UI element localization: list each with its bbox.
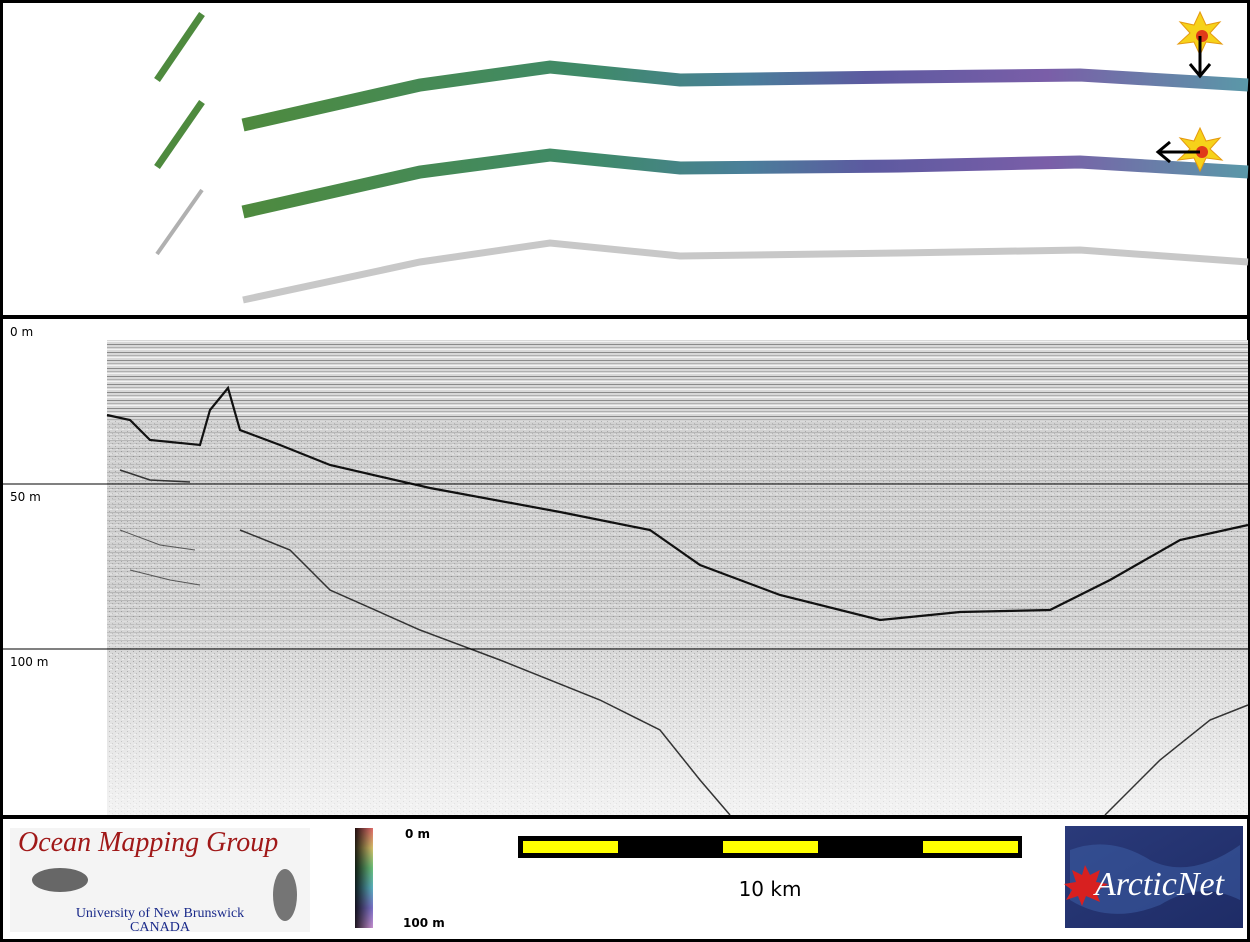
swath-map	[154, 10, 1249, 304]
swath	[241, 60, 1249, 132]
scale-bar-segment	[923, 841, 1018, 853]
colorbar-label: 0 m	[405, 827, 430, 841]
marker	[1155, 126, 1224, 173]
swath	[154, 12, 205, 82]
scale-bar-segment	[523, 841, 618, 853]
water-column	[107, 340, 1248, 420]
colorbar-shade	[355, 828, 373, 928]
logo-country: CANADA	[130, 920, 191, 935]
sub-bottom-reflector	[119, 469, 1249, 816]
sub-bottom-reflector	[119, 529, 201, 586]
scale-bar: 10 km	[518, 836, 1022, 901]
divider	[0, 315, 1250, 319]
divider	[0, 815, 1250, 819]
scale-bar-segment	[723, 841, 818, 853]
logo-graphic	[1070, 844, 1240, 914]
logo-title: ArcticNet	[1093, 866, 1226, 903]
maple-leaf	[1064, 865, 1108, 906]
logo-title: Ocean Mapping Group	[18, 827, 278, 858]
logo-university: University of New Brunswick	[76, 906, 244, 921]
swath	[242, 239, 1249, 304]
omg-logo: Ocean Mapping Group University of New Br…	[10, 827, 310, 935]
swath	[241, 148, 1249, 219]
depth-label: 0 m	[10, 325, 33, 339]
scale-bar-label: 10 km	[739, 877, 802, 901]
depth-label: 100 m	[10, 655, 48, 669]
logo-graphic	[32, 868, 88, 892]
swath	[154, 100, 205, 169]
swath	[155, 188, 204, 256]
depth-label: 50 m	[10, 490, 41, 504]
colorbar: 0 m 100 m	[355, 827, 445, 930]
seafloor	[106, 385, 1249, 622]
logo-graphic	[273, 869, 297, 921]
fade	[107, 600, 1248, 815]
colorbar-label: 100 m	[403, 916, 445, 930]
marker	[1176, 10, 1224, 79]
profile: 0 m 50 m 100 m	[0, 325, 1250, 816]
arcticnet-logo: ArcticNet	[1064, 826, 1243, 928]
